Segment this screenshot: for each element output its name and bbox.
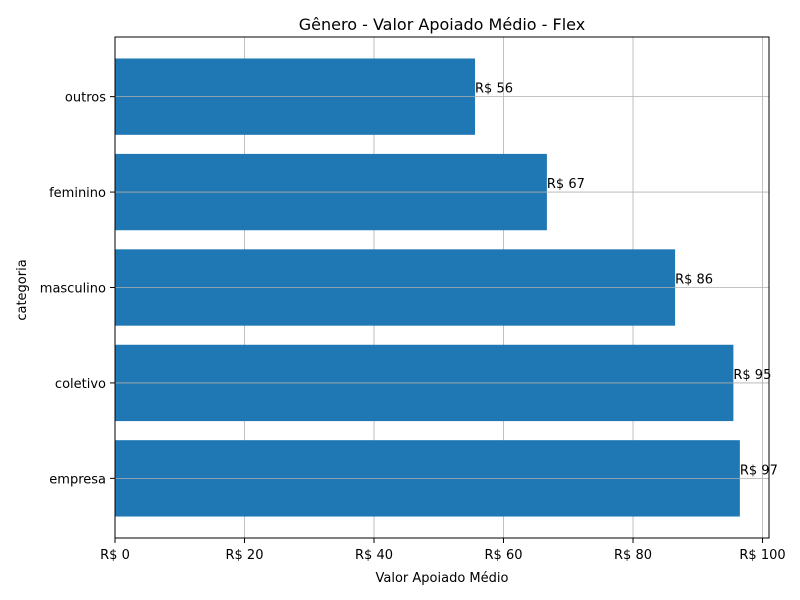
data-label-coletivo: R$ 95: [733, 368, 771, 383]
data-label-outros: R$ 56: [475, 82, 513, 97]
y-tick-label-empresa: empresa: [49, 472, 106, 487]
y-tick-label-coletivo: coletivo: [55, 377, 106, 392]
data-label-feminino: R$ 67: [547, 177, 585, 192]
data-label-masculino: R$ 86: [675, 273, 713, 288]
data-label-empresa: R$ 97: [740, 463, 778, 478]
y-tick-label-outros: outros: [65, 91, 106, 106]
x-tick-label: R$ 20: [226, 548, 264, 563]
x-tick-label: R$ 100: [739, 548, 785, 563]
x-tick-label: R$ 40: [355, 548, 393, 563]
chart-title: Gênero - Valor Apoiado Médio - Flex: [299, 15, 585, 34]
y-tick-label-feminino: feminino: [49, 186, 106, 201]
x-axis-title: Valor Apoiado Médio: [376, 571, 509, 586]
data-labels: R$ 97 R$ 95 R$ 86 R$ 67 R$ 56: [475, 82, 778, 479]
x-tick-label: R$ 80: [614, 548, 652, 563]
y-axis-title: categoria: [15, 259, 30, 320]
x-tick-label: R$ 0: [100, 548, 130, 563]
ticks: R$ 0 R$ 20 R$ 40 R$ 60 R$ 80 R$ 100 empresa col…: [40, 91, 786, 563]
y-tick-label-masculino: masculino: [40, 282, 106, 297]
x-tick-label: R$ 60: [485, 548, 523, 563]
